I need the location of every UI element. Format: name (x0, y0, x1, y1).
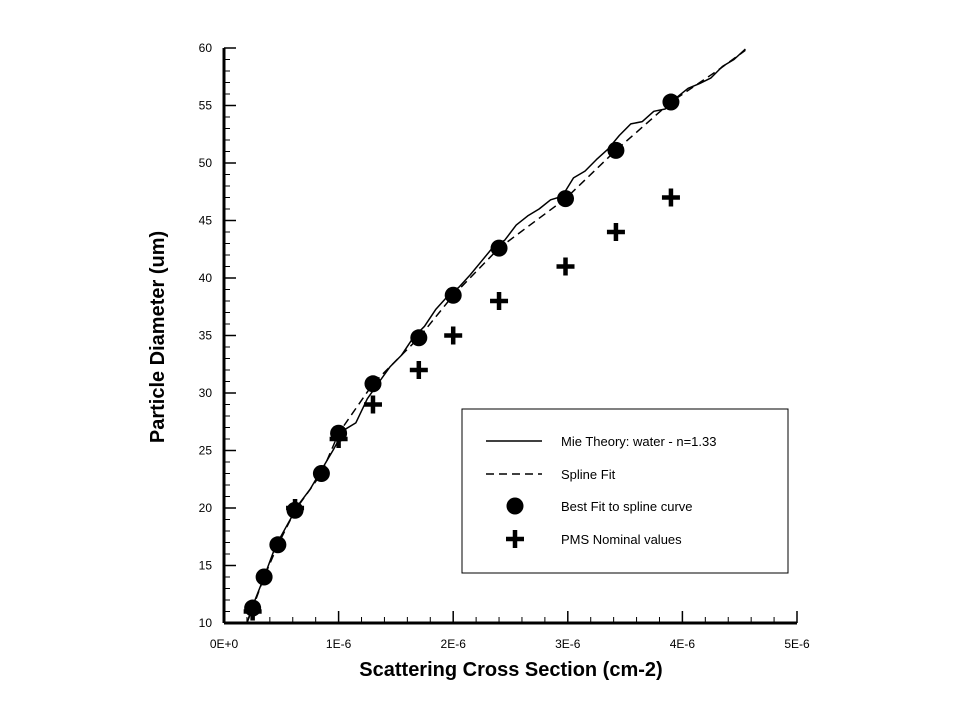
pms-nominal-point (409, 361, 428, 379)
pms-nominal-point (444, 326, 463, 345)
legend-label: Best Fit to spline curve (561, 499, 693, 514)
best-fit-point (269, 536, 287, 554)
best-fit-point (607, 141, 625, 159)
x-tick-label: 0E+0 (210, 637, 239, 651)
best-fit-point (364, 375, 382, 393)
legend-label: PMS Nominal values (561, 532, 682, 547)
x-tick-label: 1E-6 (326, 637, 352, 651)
y-tick-label: 20 (199, 501, 213, 515)
legend-label: Mie Theory: water - n=1.33 (561, 434, 716, 449)
x-tick-label: 4E-6 (670, 637, 696, 651)
y-tick-label: 30 (199, 386, 213, 400)
y-tick-label: 35 (199, 329, 213, 343)
best-fit-point (312, 465, 330, 482)
y-tick-label: 55 (199, 99, 213, 113)
y-tick-label: 15 (199, 559, 213, 573)
pms-nominal-point (661, 188, 680, 207)
y-tick-label: 50 (199, 156, 213, 170)
y-tick-label: 40 (199, 271, 213, 285)
y-tick-label: 10 (199, 616, 213, 630)
best-fit-point (255, 568, 273, 586)
plot-markers (243, 93, 680, 621)
axes: 10 15 20 25 30 35 40 45 50 55 60 0E+0 1E-6 2E-6 3E-6 4E… (199, 41, 810, 651)
pms-nominal-point (363, 395, 382, 414)
legend-plus-swatch (506, 530, 524, 548)
pms-nominal-point (329, 430, 348, 448)
best-fit-point (444, 286, 462, 304)
pms-nominal-point (243, 602, 262, 621)
best-fit-point (490, 239, 508, 257)
pms-nominal-point (286, 499, 305, 517)
y-tick-label: 25 (199, 444, 213, 458)
pms-nominal-point (490, 292, 509, 310)
x-tick-label: 2E-6 (441, 637, 467, 651)
best-fit-point (410, 329, 428, 347)
pms-nominal-point (606, 223, 625, 241)
x-tick-label: 5E-6 (784, 637, 810, 651)
best-fit-point (662, 93, 680, 111)
y-tick-label: 60 (199, 41, 213, 55)
legend-label: Spline Fit (561, 467, 616, 482)
x-tick-label: 3E-6 (555, 637, 581, 651)
spline-fit-line (246, 49, 746, 624)
y-tick-label: 45 (199, 214, 213, 228)
legend-circle-swatch (506, 497, 524, 515)
legend: Mie Theory: water - n=1.33 Spline Fit Best… (461, 408, 789, 574)
x-axis-title: Scattering Cross Section (cm-2) (359, 659, 662, 681)
y-axis-title: Particle Diameter (um) (147, 231, 169, 443)
pms-nominal-point (556, 257, 575, 276)
best-fit-point (557, 190, 575, 208)
